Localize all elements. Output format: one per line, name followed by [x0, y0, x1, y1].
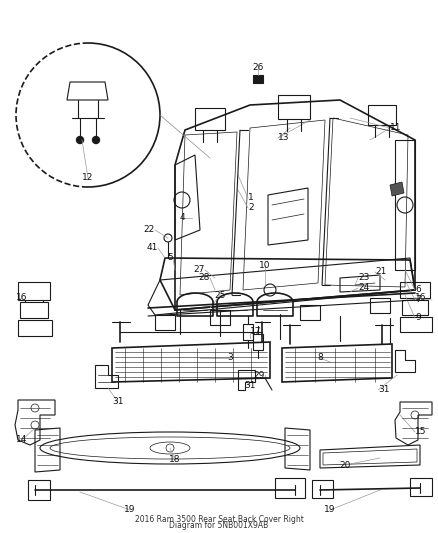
Text: 17: 17 — [250, 327, 261, 336]
Circle shape — [77, 136, 84, 143]
Text: 20: 20 — [339, 461, 351, 470]
Text: 2: 2 — [248, 204, 254, 213]
Text: 31: 31 — [244, 381, 256, 390]
Text: 21: 21 — [375, 268, 386, 277]
Text: 31: 31 — [112, 398, 124, 407]
Text: 6: 6 — [415, 286, 421, 295]
Text: 2016 Ram 3500 Rear Seat Back Cover Right: 2016 Ram 3500 Rear Seat Back Cover Right — [134, 515, 304, 524]
Text: 29: 29 — [254, 370, 265, 379]
Text: 7: 7 — [415, 295, 421, 304]
Text: 5: 5 — [167, 254, 173, 262]
Text: 4: 4 — [180, 214, 185, 222]
Text: 23: 23 — [358, 273, 369, 282]
Text: 15: 15 — [415, 427, 427, 437]
Text: 18: 18 — [169, 456, 181, 464]
Text: 13: 13 — [278, 133, 290, 142]
Text: 28: 28 — [198, 273, 210, 282]
Circle shape — [92, 136, 99, 143]
Text: 1: 1 — [248, 193, 254, 203]
Polygon shape — [253, 75, 263, 83]
Text: 31: 31 — [378, 385, 389, 394]
Text: 11: 11 — [390, 124, 402, 133]
Text: 22: 22 — [144, 225, 155, 235]
Text: 25: 25 — [214, 290, 226, 300]
Text: 26: 26 — [252, 63, 264, 72]
Text: 14: 14 — [16, 435, 28, 445]
Text: 12: 12 — [82, 174, 94, 182]
Text: 9: 9 — [415, 313, 421, 322]
Text: 16: 16 — [415, 294, 427, 303]
Text: 3: 3 — [227, 353, 233, 362]
Text: 16: 16 — [16, 294, 28, 303]
Text: Diagram for 5NB001X9AB: Diagram for 5NB001X9AB — [170, 521, 268, 530]
Text: 19: 19 — [124, 505, 136, 514]
Polygon shape — [390, 182, 404, 196]
Text: 19: 19 — [324, 505, 336, 514]
Text: 27: 27 — [194, 265, 205, 274]
Text: 8: 8 — [317, 353, 323, 362]
Text: 10: 10 — [259, 261, 271, 270]
Text: 41: 41 — [147, 244, 158, 253]
Text: 24: 24 — [358, 284, 369, 293]
